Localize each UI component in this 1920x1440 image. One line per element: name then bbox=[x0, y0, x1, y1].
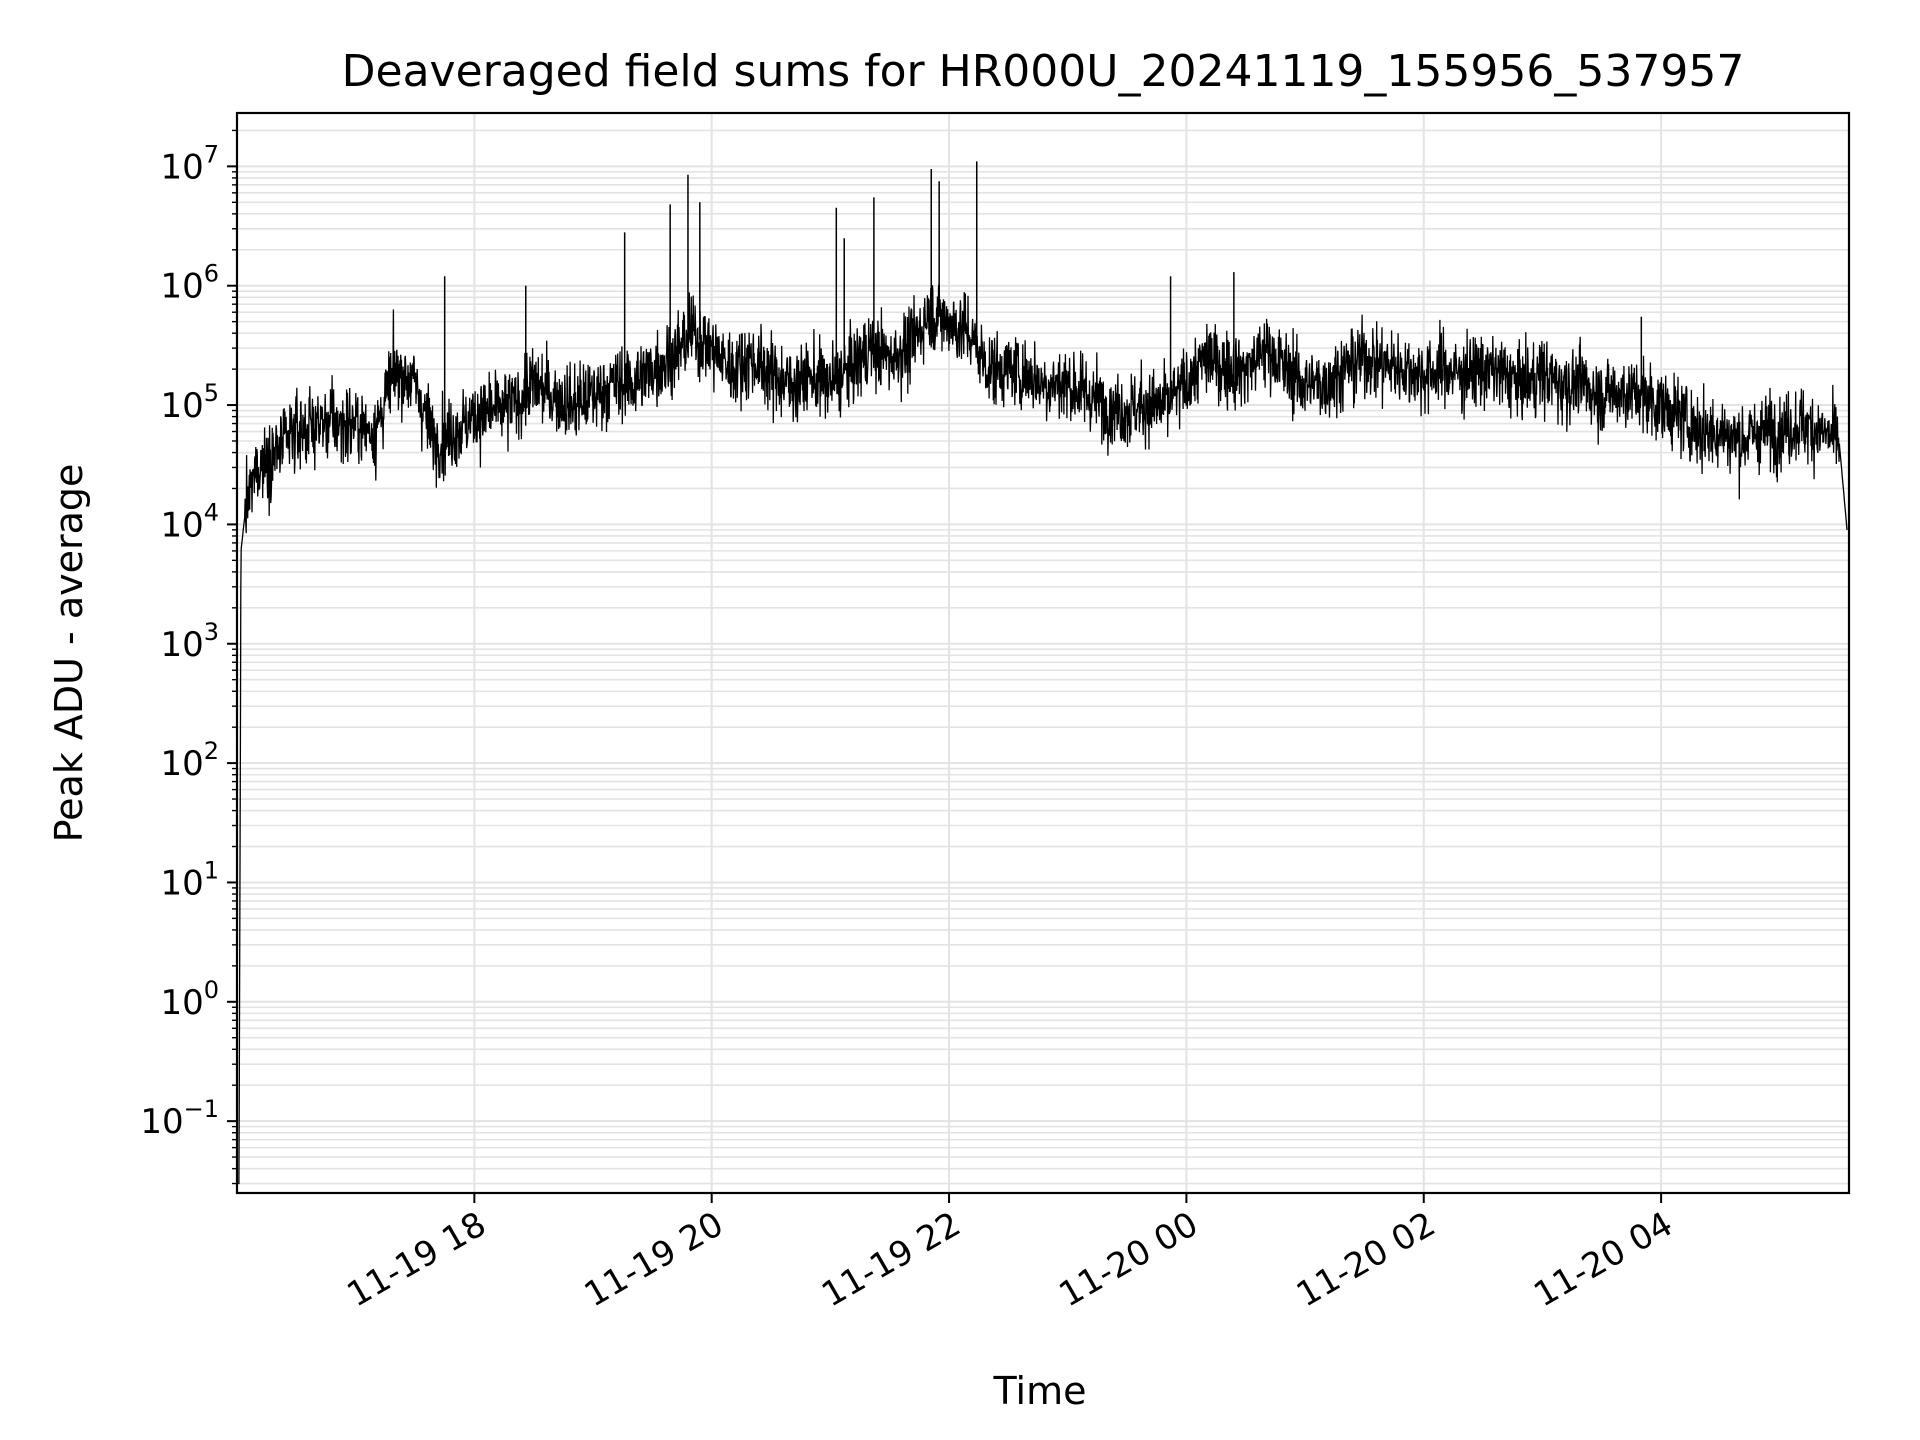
y-tick-label: 107 bbox=[160, 140, 219, 187]
y-tick-label: 10−1 bbox=[140, 1095, 219, 1142]
y-tick-label: 104 bbox=[160, 498, 219, 545]
x-axis-label: Time bbox=[993, 1369, 1087, 1413]
y-tick-label: 101 bbox=[160, 856, 219, 903]
y-tick-label: 106 bbox=[160, 260, 219, 307]
y-tick-label: 105 bbox=[160, 379, 219, 426]
y-tick-label: 100 bbox=[160, 976, 219, 1023]
y-tick-label: 103 bbox=[160, 618, 219, 665]
chart-title: Deaveraged field sums for HR000U_2024111… bbox=[342, 46, 1745, 97]
y-tick-label: 102 bbox=[160, 737, 219, 784]
y-axis: 10−1 100 101 102 103 104 105 106 107 bbox=[140, 129, 237, 1185]
series-line bbox=[237, 284, 1848, 1185]
plot-frame bbox=[235, 111, 1851, 1195]
y-axis-label: Peak ADU - average bbox=[47, 464, 91, 843]
data-series bbox=[237, 161, 1848, 1185]
grid bbox=[237, 113, 1849, 1193]
